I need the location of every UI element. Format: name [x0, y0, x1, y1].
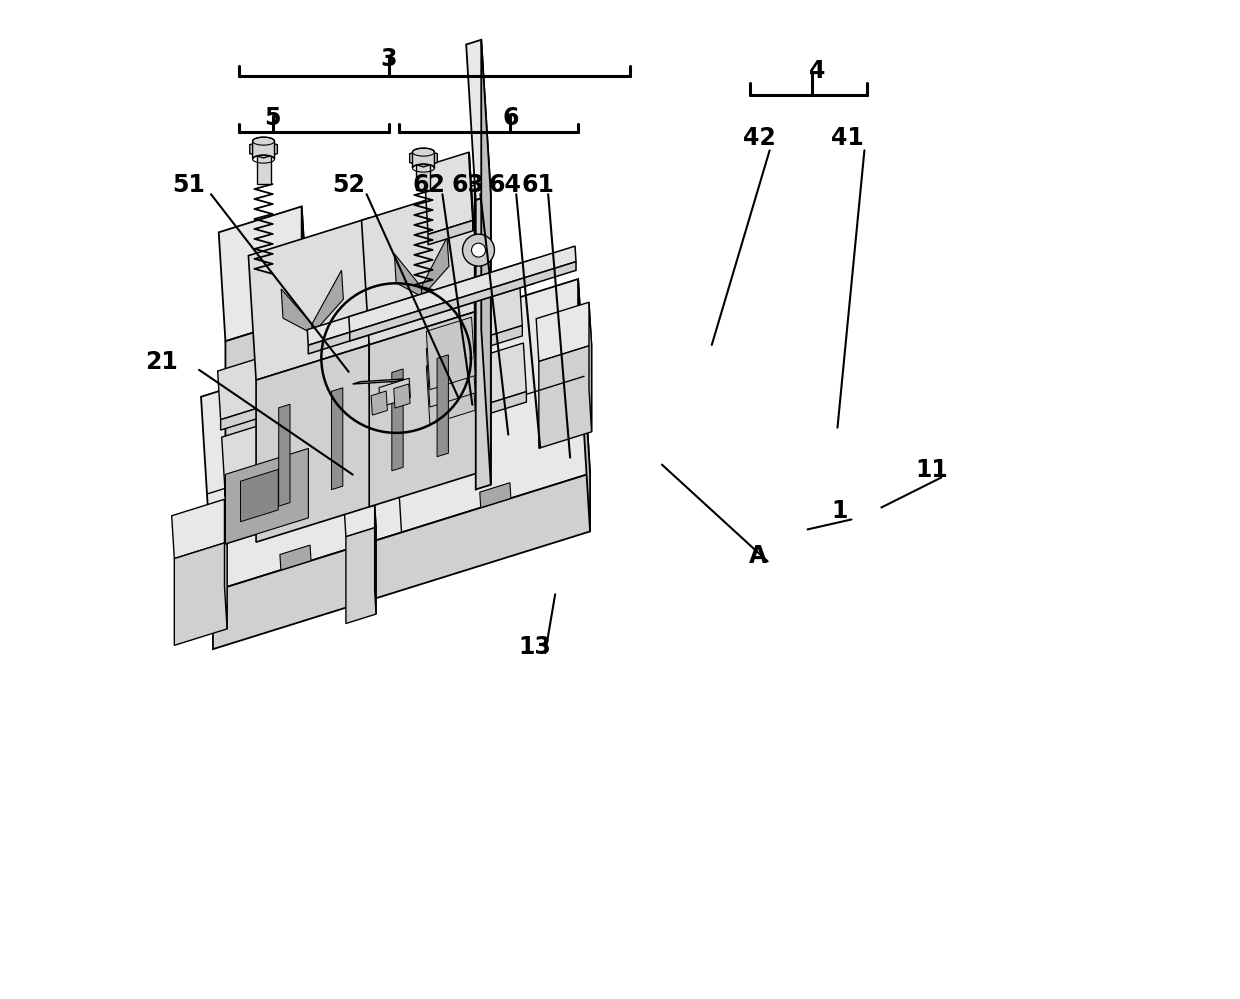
- Polygon shape: [370, 310, 482, 506]
- Polygon shape: [539, 345, 591, 449]
- Polygon shape: [409, 149, 438, 167]
- Circle shape: [463, 234, 495, 266]
- Polygon shape: [221, 326, 522, 431]
- Text: 1: 1: [831, 500, 848, 523]
- Text: 11: 11: [915, 458, 947, 482]
- Polygon shape: [427, 318, 475, 390]
- Circle shape: [471, 243, 486, 257]
- Polygon shape: [257, 149, 270, 184]
- Polygon shape: [222, 343, 527, 486]
- Text: 3: 3: [381, 47, 397, 71]
- Polygon shape: [218, 277, 522, 420]
- Polygon shape: [476, 196, 491, 490]
- Polygon shape: [249, 141, 278, 158]
- Polygon shape: [536, 303, 591, 362]
- Polygon shape: [331, 388, 342, 490]
- Polygon shape: [309, 275, 534, 354]
- Polygon shape: [350, 262, 577, 341]
- Polygon shape: [281, 289, 312, 334]
- Polygon shape: [589, 303, 591, 432]
- Polygon shape: [427, 335, 475, 407]
- Text: 5: 5: [264, 107, 281, 131]
- Polygon shape: [469, 152, 474, 231]
- Text: 62: 62: [412, 173, 445, 197]
- Polygon shape: [312, 270, 343, 334]
- Polygon shape: [279, 405, 290, 506]
- Text: 52: 52: [332, 173, 365, 197]
- Polygon shape: [417, 158, 430, 190]
- Polygon shape: [224, 500, 227, 628]
- Polygon shape: [346, 527, 376, 623]
- Polygon shape: [331, 294, 363, 327]
- Polygon shape: [226, 316, 309, 543]
- Polygon shape: [248, 218, 377, 381]
- Polygon shape: [422, 237, 449, 297]
- Text: 51: 51: [172, 173, 206, 197]
- Polygon shape: [253, 137, 274, 159]
- Polygon shape: [427, 352, 475, 425]
- Polygon shape: [331, 294, 362, 390]
- Polygon shape: [374, 503, 376, 614]
- Polygon shape: [362, 294, 363, 404]
- Text: 6: 6: [502, 107, 518, 131]
- Polygon shape: [394, 254, 422, 297]
- Polygon shape: [392, 369, 403, 471]
- Polygon shape: [218, 207, 309, 342]
- Polygon shape: [370, 218, 377, 504]
- Text: 21: 21: [145, 350, 177, 374]
- Polygon shape: [224, 392, 527, 497]
- Text: 63: 63: [451, 173, 485, 197]
- Polygon shape: [280, 545, 311, 570]
- Polygon shape: [371, 391, 387, 416]
- Polygon shape: [352, 379, 404, 384]
- Polygon shape: [175, 542, 227, 645]
- Polygon shape: [213, 474, 590, 649]
- Polygon shape: [428, 220, 474, 245]
- Polygon shape: [171, 500, 227, 558]
- Polygon shape: [345, 503, 376, 536]
- Polygon shape: [379, 379, 410, 407]
- Text: 61: 61: [522, 173, 554, 197]
- Polygon shape: [226, 449, 309, 543]
- Polygon shape: [394, 384, 410, 408]
- Polygon shape: [241, 470, 278, 521]
- Text: 41: 41: [831, 126, 864, 151]
- Polygon shape: [257, 343, 377, 542]
- Polygon shape: [481, 40, 491, 485]
- Text: A: A: [749, 544, 766, 568]
- Text: 13: 13: [518, 635, 552, 659]
- Polygon shape: [301, 207, 309, 517]
- Text: 4: 4: [810, 59, 826, 83]
- Polygon shape: [466, 40, 491, 200]
- Polygon shape: [362, 185, 482, 345]
- Text: 64: 64: [489, 173, 522, 197]
- Polygon shape: [436, 355, 449, 457]
- Polygon shape: [480, 483, 511, 507]
- Polygon shape: [308, 259, 534, 346]
- Text: 42: 42: [743, 126, 776, 151]
- Polygon shape: [201, 279, 590, 591]
- Polygon shape: [424, 152, 474, 235]
- Polygon shape: [475, 185, 482, 472]
- Polygon shape: [348, 246, 577, 333]
- Polygon shape: [578, 279, 590, 531]
- Polygon shape: [413, 148, 434, 168]
